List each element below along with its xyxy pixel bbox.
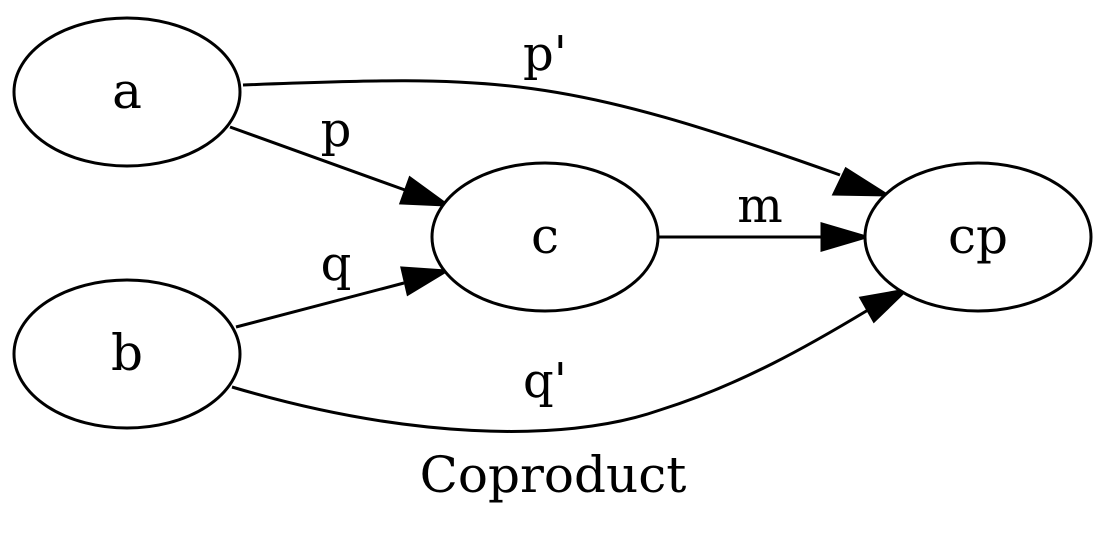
edge-a-to-c-arrowhead: [398, 175, 452, 207]
edge-a-to-cp-line: [242, 79, 841, 177]
node-a-ellipse: [12, 16, 242, 168]
edge-b-to-c-arrowhead: [400, 266, 451, 297]
node-cp-ellipse: [863, 161, 1093, 313]
diagram-caption: Coproduct: [420, 446, 687, 504]
edge-a-to-c: p: [229, 102, 452, 207]
node-b-label: b: [111, 324, 143, 382]
edge-a-to-cp: p': [242, 26, 893, 197]
edge-b-to-cp: q': [231, 287, 911, 433]
edge-b-to-c-label: q: [321, 236, 352, 292]
edge-b-to-cp-label: q': [523, 353, 567, 409]
edge-c-to-cp-label: m: [737, 178, 783, 234]
edge-b-to-c-line: [235, 281, 405, 329]
edge-b-to-c: q: [235, 236, 451, 329]
node-a: a: [12, 16, 242, 168]
node-b: b: [12, 278, 242, 430]
edge-a-to-c-label: p: [321, 102, 352, 158]
node-cp-label: cp: [948, 207, 1008, 265]
node-c: c: [430, 161, 660, 313]
node-c-ellipse: [430, 161, 660, 313]
edge-b-to-cp-arrowhead: [858, 287, 911, 324]
node-b-ellipse: [12, 278, 242, 430]
edge-c-to-cp: m: [659, 178, 872, 253]
edge-a-to-cp-label: p': [523, 26, 567, 82]
node-cp: cp: [863, 161, 1093, 313]
edge-c-to-cp-arrowhead: [820, 221, 872, 253]
node-c-label: c: [531, 207, 559, 265]
node-a-label: a: [112, 62, 142, 120]
edge-a-to-c-line: [229, 125, 406, 192]
edge-b-to-cp-line: [231, 308, 869, 433]
edge-a-to-cp-arrowhead: [831, 166, 893, 197]
